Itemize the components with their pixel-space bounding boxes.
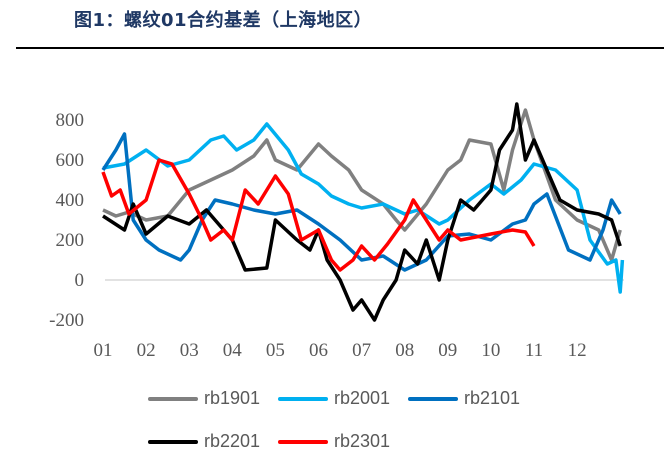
chart-title: 图1：螺纹01合约基差（上海地区） [74,10,373,31]
x-tick-label: 02 [137,340,156,361]
series-line-rb1901 [102,108,622,262]
y-tick-label: 0 [75,270,85,291]
legend-swatch [278,396,328,401]
legend-item-rb2301: rb2301 [278,431,390,452]
legend-swatch [148,396,198,401]
series-line-rb2101 [101,132,622,272]
y-tick-label: -200 [49,310,84,331]
y-tick-label: 800 [56,110,85,131]
x-tick-label: 07 [352,340,371,361]
legend-swatch [278,439,328,444]
x-tick-label: 06 [309,340,328,361]
series-line-rb2001 [102,122,625,294]
x-tick-label: 01 [94,340,113,361]
legend-label: rb2001 [334,388,391,408]
legend-swatch [408,396,458,401]
series-line-rb2201 [102,102,622,322]
legend-item-rb2201: rb2201 [148,431,260,452]
legend-label: rb2201 [204,431,261,451]
legend-label: rb2101 [464,388,521,408]
y-tick-label: 600 [56,150,85,171]
legend-swatch [148,439,198,444]
x-tick-label: 11 [525,340,543,361]
x-tick-label: 09 [438,340,457,361]
y-tick-label: 400 [56,190,85,211]
legend-label: rb1901 [204,388,261,408]
x-tick-label: 03 [180,340,199,361]
x-tick-label: 08 [395,340,414,361]
title-divider [16,47,664,49]
x-tick-label: 12 [568,340,587,361]
x-tick-label: 05 [266,340,285,361]
legend-item-rb1901: rb1901 [148,388,260,409]
y-tick-label: 200 [56,230,85,251]
series-line-rb2301 [101,158,536,272]
legend-item-rb2001: rb2001 [278,388,390,409]
x-tick-label: 04 [223,340,243,361]
legend-label: rb2301 [334,431,391,451]
legend-item-rb2101: rb2101 [408,388,520,409]
x-tick-label: 10 [481,340,500,361]
